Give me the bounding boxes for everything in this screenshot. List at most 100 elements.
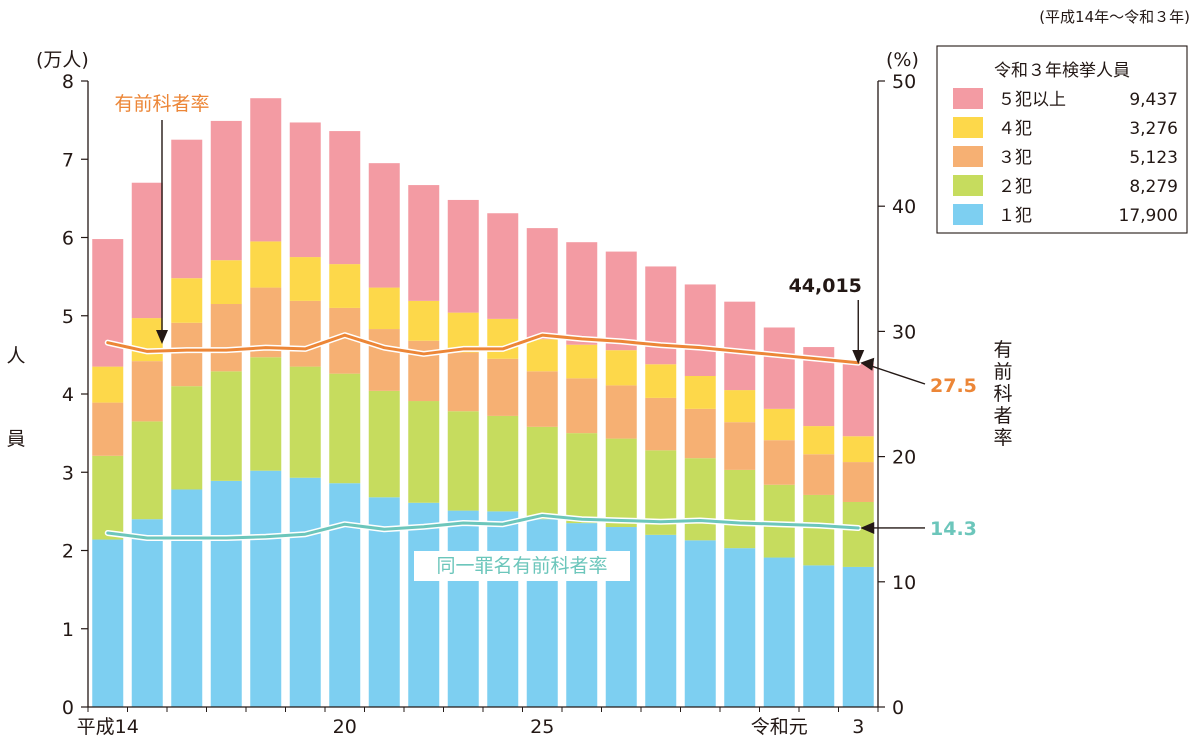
bar-segment [92, 455, 124, 540]
left-axis-glyph: 員 [6, 428, 25, 450]
bar-segment [289, 122, 321, 258]
left-axis-glyph: 人 [6, 345, 25, 367]
bar-segment [526, 426, 558, 520]
bar-segment [92, 539, 124, 707]
bar-segment [803, 565, 835, 707]
bar-segment [171, 278, 203, 323]
legend-label: ５犯以上 [998, 90, 1066, 110]
bar-segment [724, 390, 756, 423]
bar-segment [684, 458, 716, 541]
right-axis-label-glyph: 有 [993, 339, 1012, 361]
period-note: (平成14年～令和３年) [1039, 8, 1190, 26]
legend-swatch [953, 175, 983, 196]
legend: 令和３年検挙人員 ５犯以上 9,437 ４犯 3,276 ３犯 5,123 ２犯 8,279 １犯… [936, 45, 1188, 234]
bar-segment [526, 371, 558, 427]
bar-segment [487, 318, 519, 359]
bar-segment [447, 312, 479, 353]
bar-segment [368, 163, 400, 288]
bar-segment [250, 470, 282, 707]
bar-segment [842, 436, 874, 463]
bar-segment [842, 362, 874, 437]
legend-label: ３犯 [998, 148, 1032, 168]
bar-segment [803, 494, 835, 566]
bar-segment [487, 213, 519, 319]
bar-segment [171, 139, 203, 279]
line2-last-value: 14.3 [930, 518, 977, 540]
bar-segment [803, 426, 835, 455]
line1-last-value: 27.5 [930, 375, 977, 397]
legend-label: ４犯 [998, 119, 1032, 139]
bar-segment [605, 350, 637, 386]
bar-segment [447, 352, 479, 412]
bar-segment [171, 489, 203, 707]
line1-label: 有前科者率 [114, 93, 209, 115]
x-tick-label: 令和元 [751, 716, 808, 738]
bar-segment [289, 477, 321, 707]
bar-segment [289, 366, 321, 478]
right-tick-label: 0 [892, 697, 904, 719]
bar-segment [684, 540, 716, 707]
bar-segment [447, 199, 479, 313]
bar-segment [250, 98, 282, 242]
bar-segment [210, 371, 242, 481]
bar-segment [526, 519, 558, 707]
left-tick-label: 5 [62, 306, 74, 328]
bar-segment [724, 548, 756, 707]
legend-label: １犯 [998, 206, 1032, 226]
series-line [106, 333, 860, 365]
legend-swatch [953, 146, 983, 167]
bar-segment [447, 411, 479, 511]
right-axis-label-glyph: 科 [993, 383, 1012, 405]
legend-swatch [953, 204, 983, 225]
bar-segment [645, 266, 677, 365]
bar-segment [684, 408, 716, 459]
bar-segment [171, 322, 203, 387]
bar-segment [408, 401, 440, 503]
right-tick-label: 30 [892, 321, 916, 343]
left-unit-label: (万人) [36, 49, 89, 71]
bar-segment [566, 378, 598, 434]
bar-segment [368, 390, 400, 498]
plot-area: 0 1 2 3 4 5 6 7 8 0 10 20 30 40 50 平成14 20 25 令和元 3 [62, 71, 916, 738]
line1-last-pointer [870, 365, 926, 385]
bar-segment [645, 534, 677, 707]
bar-segment [250, 241, 282, 288]
bar-segment [408, 185, 440, 301]
bar-segment [566, 433, 598, 524]
right-tick-label: 20 [892, 447, 916, 469]
bar-segment [724, 469, 756, 549]
legend-title: 令和３年検挙人員 [994, 61, 1130, 81]
bar-segment [368, 497, 400, 707]
bar-segment [329, 131, 361, 265]
bar-segment [171, 386, 203, 490]
bar-segment [566, 523, 598, 707]
bar-segment [289, 300, 321, 367]
bar-segment [487, 358, 519, 416]
bar-segment [131, 519, 163, 707]
bar-segment [131, 182, 163, 319]
left-tick-label: 8 [62, 71, 74, 93]
right-axis-label-glyph: 前 [993, 361, 1012, 383]
legend-swatch [953, 117, 983, 138]
bar-segment [684, 376, 716, 409]
bar-segment [763, 440, 795, 485]
left-axis-label: 人員 [6, 345, 25, 450]
legend-value: 5,123 [1129, 148, 1178, 168]
bar-segment [408, 300, 440, 341]
x-tick-label: 20 [333, 716, 357, 738]
bar-segment [605, 251, 637, 351]
bar-segment [566, 242, 598, 345]
left-tick-label: 4 [62, 384, 74, 406]
line2-label: 同一罪名有前科者率 [436, 555, 607, 577]
bar-segment [329, 373, 361, 484]
bar-segment [210, 480, 242, 707]
legend-swatch [953, 88, 983, 109]
bar-segment [566, 344, 598, 379]
bar-segment [250, 357, 282, 471]
bar-segment [210, 260, 242, 305]
left-tick-label: 7 [62, 149, 74, 171]
right-axis-label-glyph: 率 [993, 427, 1012, 449]
bar-segment [763, 557, 795, 707]
